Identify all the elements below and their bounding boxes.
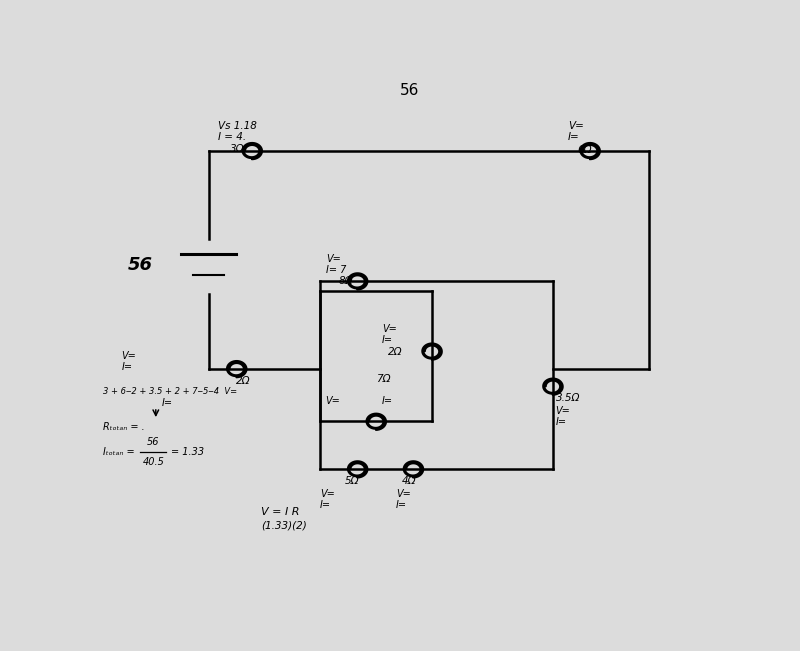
- Text: I = 4.: I = 4.: [218, 132, 246, 143]
- Text: (1.33)(2): (1.33)(2): [262, 520, 307, 531]
- Text: I=: I=: [382, 396, 393, 406]
- Text: 2Ω: 2Ω: [237, 376, 251, 387]
- Text: I=: I=: [396, 500, 406, 510]
- Text: 3Ω: 3Ω: [230, 145, 245, 154]
- Text: 6Ω: 6Ω: [578, 145, 592, 156]
- Text: 56: 56: [147, 437, 159, 447]
- Text: 8Ω: 8Ω: [338, 275, 354, 286]
- Text: 3 + 6‒2 + 3.5 + 2 + 7‒5‒4  V=: 3 + 6‒2 + 3.5 + 2 + 7‒5‒4 V=: [103, 387, 238, 396]
- Text: 4Ω: 4Ω: [402, 476, 417, 486]
- Text: I=: I=: [320, 500, 331, 510]
- Text: I=: I=: [162, 398, 173, 408]
- Text: V = I R: V = I R: [262, 506, 300, 517]
- Text: V=: V=: [325, 396, 340, 406]
- Text: V=: V=: [396, 489, 410, 499]
- Text: 40.5: 40.5: [142, 457, 164, 467]
- Text: 56: 56: [400, 83, 420, 98]
- Text: I=: I=: [556, 417, 566, 427]
- Text: I=: I=: [568, 132, 580, 143]
- Text: 7Ω: 7Ω: [376, 374, 390, 384]
- Text: 2Ω: 2Ω: [388, 347, 403, 357]
- Text: I=: I=: [122, 363, 133, 372]
- Text: Vs 1.18: Vs 1.18: [218, 120, 257, 131]
- Text: Rₜₒₜₐₙ = .: Rₜₒₜₐₙ = .: [103, 421, 145, 432]
- Text: I=: I=: [382, 335, 393, 345]
- Text: V=: V=: [382, 324, 397, 334]
- Text: 56: 56: [128, 256, 153, 273]
- Text: Iₜₒₜₐₙ =: Iₜₒₜₐₙ =: [103, 447, 138, 456]
- Text: V=: V=: [568, 120, 584, 131]
- Text: V=: V=: [556, 406, 570, 416]
- Text: V=: V=: [122, 352, 137, 361]
- Text: V=: V=: [326, 254, 341, 264]
- Text: V=: V=: [320, 489, 335, 499]
- Text: 3.5Ω: 3.5Ω: [556, 393, 580, 403]
- Text: I= 7: I= 7: [326, 264, 346, 275]
- Text: 5Ω: 5Ω: [345, 476, 359, 486]
- Text: = 1.33: = 1.33: [171, 447, 205, 456]
